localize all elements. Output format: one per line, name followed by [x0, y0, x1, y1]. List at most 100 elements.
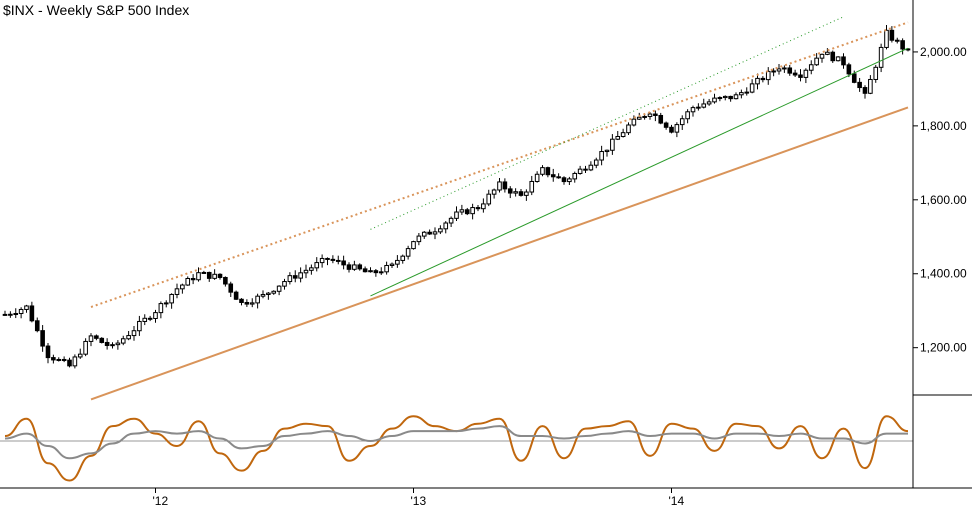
candle-body — [894, 39, 900, 42]
candle-body — [94, 335, 99, 339]
candle-body — [626, 124, 631, 134]
candle-body — [540, 167, 545, 175]
candle-body — [2, 313, 8, 316]
candle-body — [792, 72, 798, 76]
candle-body — [352, 264, 357, 270]
candle-body — [889, 29, 895, 41]
candle-body — [808, 64, 814, 71]
candle-body — [244, 301, 250, 305]
candle-body — [421, 231, 427, 237]
candle-body — [72, 356, 78, 367]
solid-trendline — [370, 47, 909, 297]
candle-body — [384, 264, 389, 273]
candle-body — [335, 259, 341, 262]
candle-body — [744, 91, 750, 94]
candle-body — [497, 181, 502, 191]
y-tick-label: 2,000.00 — [920, 45, 967, 59]
candle-body — [276, 285, 282, 292]
candle-body — [51, 357, 56, 361]
candle-body — [287, 275, 293, 283]
oscillator-line — [4, 425, 908, 460]
candle-body — [104, 341, 110, 346]
x-tick-label: '12 — [153, 494, 169, 508]
candle-body — [771, 70, 776, 73]
candle-body — [679, 118, 685, 126]
candle-body — [153, 312, 158, 319]
candle-body — [24, 305, 29, 310]
candle-body — [266, 292, 271, 295]
candle-body — [169, 293, 174, 304]
candle-body — [561, 177, 567, 183]
candle-body — [395, 259, 400, 265]
candle-body — [228, 283, 234, 293]
candle-body — [126, 335, 131, 340]
candle-body — [282, 281, 287, 287]
candle-body — [45, 345, 51, 359]
candle-body — [212, 273, 217, 279]
candle-body — [803, 69, 809, 78]
candle-body — [857, 81, 862, 89]
candle-body — [593, 159, 599, 166]
candle-body — [346, 264, 352, 270]
candle-body — [67, 359, 72, 367]
candle-body — [481, 203, 486, 210]
candle-body — [239, 298, 244, 303]
candle-body — [260, 293, 266, 297]
candle-body — [158, 303, 164, 314]
candle-body — [572, 172, 578, 180]
candle-body — [884, 29, 889, 48]
candle-body — [137, 320, 142, 332]
candle-body — [61, 358, 67, 361]
candle-body — [443, 222, 449, 230]
candle-body — [99, 337, 105, 343]
candle-body — [174, 288, 180, 295]
candle-body — [841, 56, 846, 66]
candle-body — [362, 268, 368, 273]
candle-body — [115, 342, 121, 346]
candle-body — [131, 330, 137, 337]
candle-body — [577, 168, 583, 174]
candle-body — [314, 262, 320, 269]
y-tick-label: 1,200.00 — [920, 341, 967, 355]
candle-body — [233, 291, 239, 300]
candle-body — [669, 126, 674, 133]
candle-body — [760, 77, 766, 81]
candle-body — [427, 231, 432, 235]
candle-body — [636, 116, 642, 120]
candle-body — [545, 167, 551, 176]
y-tick-label: 1,400.00 — [920, 267, 967, 281]
candle-body — [663, 122, 669, 128]
candle-body — [185, 277, 191, 286]
candle-body — [373, 270, 379, 274]
y-tick-label: 1,800.00 — [920, 119, 967, 133]
candle-body — [448, 217, 454, 224]
candle-body — [868, 78, 873, 94]
chart-title: $INX - Weekly S&P 500 Index — [3, 2, 190, 18]
candle-body — [739, 92, 744, 96]
candle-body — [878, 46, 884, 68]
candle-body — [814, 57, 819, 66]
candle-body — [835, 56, 841, 62]
candle-body — [642, 115, 647, 118]
candle-body — [303, 269, 309, 274]
oscillator-layer — [0, 415, 913, 482]
candle-body — [674, 124, 680, 133]
candle-body — [77, 353, 83, 358]
candle-body — [319, 257, 325, 264]
candle-body — [378, 271, 384, 274]
candle-body — [454, 211, 459, 219]
candle-body — [583, 168, 588, 171]
candle-body — [201, 271, 207, 274]
candle-body — [556, 176, 561, 179]
candle-body — [776, 68, 782, 72]
candle-body — [765, 70, 771, 81]
candle-body — [13, 313, 19, 316]
candle-body — [464, 209, 470, 215]
solid-trendline — [90, 106, 909, 401]
candle-body — [83, 340, 88, 355]
candle-body — [717, 97, 723, 100]
candle-body — [615, 135, 621, 140]
candle-body — [405, 248, 411, 257]
